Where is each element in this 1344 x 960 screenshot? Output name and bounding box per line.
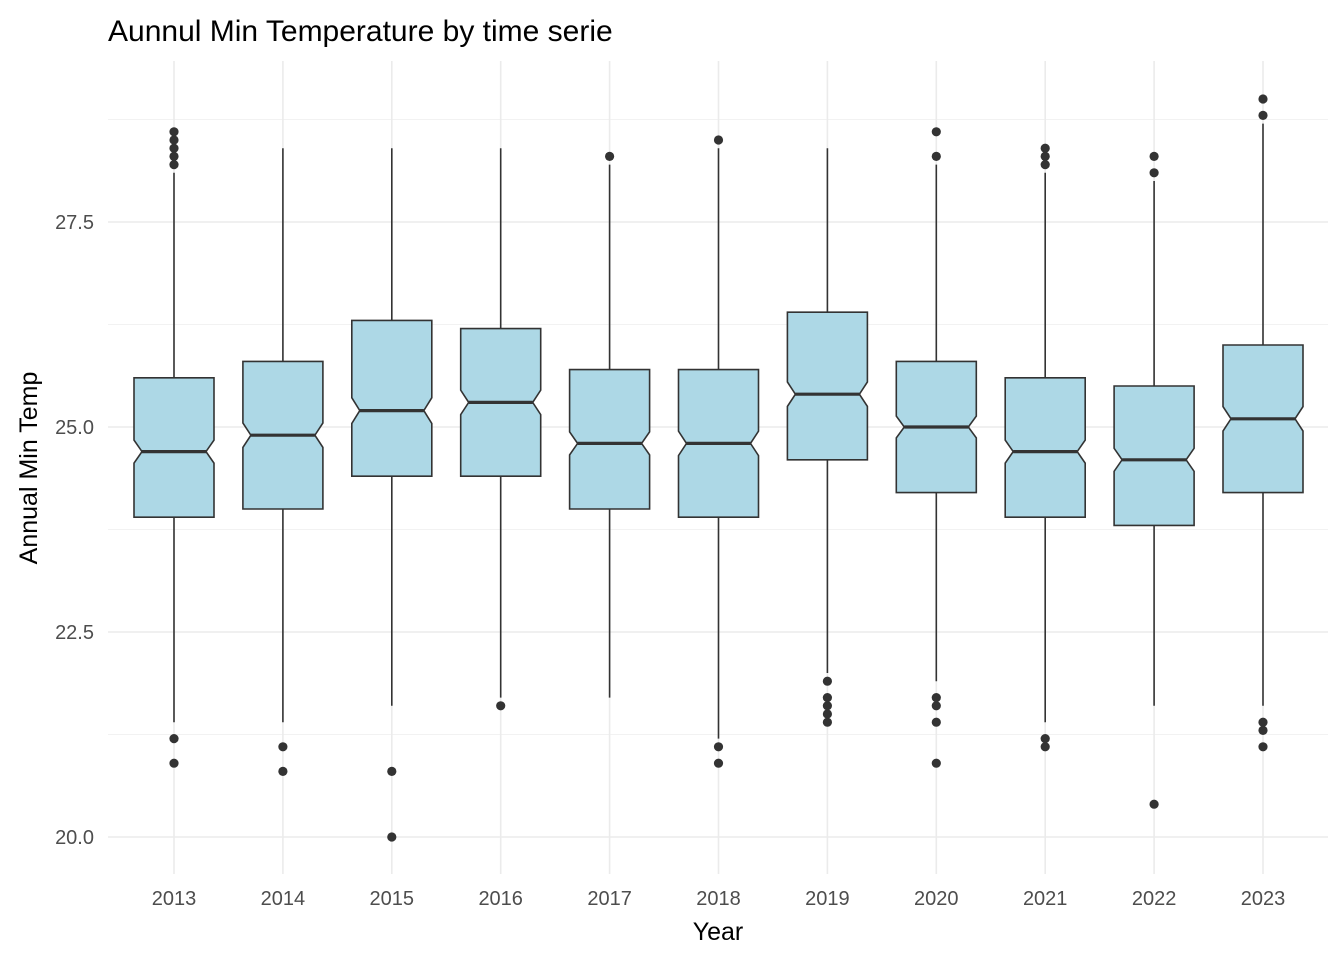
box-2019 bbox=[786, 148, 869, 727]
x-tick-label: 2022 bbox=[1132, 888, 1177, 910]
y-tick-label: 25.0 bbox=[55, 417, 94, 439]
outlier-point bbox=[1040, 734, 1050, 744]
x-tick-label: 2014 bbox=[261, 888, 306, 910]
outlier-point bbox=[1258, 110, 1268, 120]
x-tick-label: 2019 bbox=[805, 888, 850, 910]
outlier-point bbox=[1040, 143, 1050, 153]
x-tick-label: 2020 bbox=[914, 888, 959, 910]
outlier-point bbox=[169, 151, 179, 161]
x-axis-title: Year bbox=[693, 918, 744, 946]
box-2013 bbox=[133, 127, 215, 768]
x-tick-label: 2017 bbox=[587, 888, 632, 910]
box-2018 bbox=[677, 135, 760, 768]
outlier-point bbox=[1040, 742, 1050, 752]
outlier-point bbox=[713, 135, 724, 145]
box-2022 bbox=[1113, 151, 1195, 809]
y-axis-ticks: 20.0 22.5 25.0 27.5 bbox=[55, 212, 94, 849]
outlier-point bbox=[278, 742, 288, 752]
box-2017 bbox=[568, 151, 651, 698]
outlier-point bbox=[169, 127, 179, 137]
notched-box bbox=[1004, 377, 1086, 518]
notched-box bbox=[351, 319, 433, 477]
outlier-point bbox=[822, 693, 833, 703]
x-tick-label: 2015 bbox=[370, 888, 415, 910]
x-tick-label: 2023 bbox=[1241, 888, 1286, 910]
outlier-point bbox=[605, 151, 615, 161]
outlier-point bbox=[822, 701, 833, 711]
notched-box bbox=[786, 311, 869, 461]
outlier-point bbox=[822, 717, 833, 727]
outlier-point bbox=[822, 676, 833, 686]
outlier-point bbox=[169, 734, 179, 744]
outlier-point bbox=[931, 127, 941, 137]
outlier-point bbox=[931, 151, 941, 161]
y-axis-title: Annual Min Temp bbox=[15, 372, 43, 565]
outlier-point bbox=[931, 758, 941, 768]
box-2014 bbox=[242, 148, 324, 777]
outlier-point bbox=[1149, 168, 1159, 178]
outlier-point bbox=[387, 832, 397, 842]
outlier-point bbox=[169, 160, 179, 170]
notched-box bbox=[1113, 385, 1195, 527]
box-2015 bbox=[351, 148, 433, 842]
box-series bbox=[133, 94, 1304, 842]
outlier-point bbox=[1258, 725, 1268, 736]
outlier-point bbox=[931, 693, 941, 703]
outlier-point bbox=[1040, 160, 1050, 170]
x-tick-label: 2021 bbox=[1023, 888, 1068, 910]
y-tick-label: 27.5 bbox=[55, 212, 94, 234]
outlier-point bbox=[1149, 151, 1159, 161]
box-2016 bbox=[459, 148, 542, 711]
box-2023 bbox=[1222, 94, 1304, 752]
outlier-point bbox=[496, 701, 506, 711]
y-tick-label: 20.0 bbox=[55, 827, 94, 849]
outlier-point bbox=[169, 758, 179, 768]
outlier-point bbox=[931, 701, 941, 711]
outlier-point bbox=[1149, 799, 1159, 809]
box-2020 bbox=[895, 127, 978, 768]
outlier-point bbox=[278, 766, 288, 777]
outlier-point bbox=[1258, 717, 1268, 727]
x-tick-label: 2016 bbox=[478, 888, 523, 910]
outlier-point bbox=[1258, 742, 1268, 752]
x-tick-label: 2013 bbox=[152, 888, 197, 910]
notched-box bbox=[133, 377, 215, 518]
outlier-point bbox=[1258, 94, 1268, 104]
outlier-point bbox=[169, 143, 179, 153]
outlier-point bbox=[931, 717, 941, 727]
outlier-point bbox=[713, 742, 724, 752]
outlier-point bbox=[713, 758, 724, 768]
outlier-point bbox=[822, 709, 833, 719]
outlier-point bbox=[169, 135, 179, 145]
outlier-point bbox=[387, 766, 397, 777]
outlier-point bbox=[1040, 151, 1050, 161]
x-axis-ticks: 2013 2014 2015 2016 2017 2018 2019 2020 2021 2022… bbox=[152, 888, 1286, 910]
y-tick-label: 22.5 bbox=[55, 622, 94, 644]
x-tick-label: 2018 bbox=[696, 888, 741, 910]
notched-box bbox=[568, 368, 651, 510]
chart-title: Aunnul Min Temperature by time serie bbox=[108, 15, 613, 48]
box-2021 bbox=[1004, 143, 1086, 752]
